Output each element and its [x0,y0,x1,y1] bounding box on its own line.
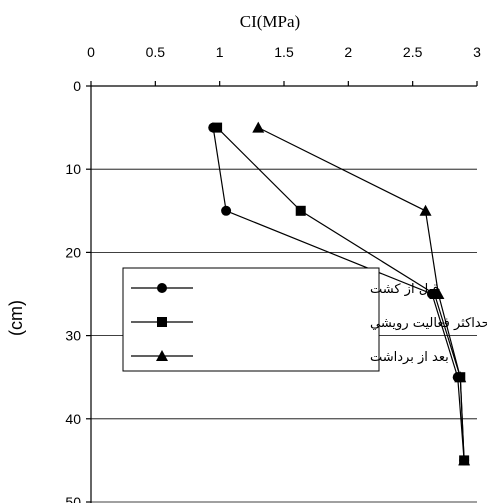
data-point-triangle [252,121,265,133]
legend-label: بعد از برداشت [370,350,449,365]
y-axis-label: (cm) [6,300,26,336]
data-point-triangle [454,371,467,383]
x-tick-label: 1 [216,44,224,60]
x-tick-label: 3 [473,44,481,60]
y-tick-label: 20 [65,244,81,260]
y-tick-label: 50 [65,494,81,503]
x-tick-label: 2.5 [403,44,423,60]
y-tick-label: 30 [65,328,81,344]
x-tick-label: 0.5 [146,44,166,60]
legend-marker-triangle [156,350,168,361]
legend: قبل از کشت حداكثر فعاليت رويشي بعد از بردا… [122,267,487,372]
data-point-triangle [419,204,432,216]
legend-label: حداكثر فعاليت رويشي [370,316,487,331]
legend-marker-circle [157,283,167,293]
legend-label: قبل از کشت [370,282,439,297]
data-point-square [212,122,223,133]
data-point-square [295,205,306,216]
data-point-triangle [458,454,471,466]
data-point-circle [221,205,232,216]
y-axis-ticks: 0 10 20 30 40 50 [65,78,91,503]
series-group [208,121,471,466]
x-tick-label: 0 [87,44,95,60]
series-triangle [252,121,471,466]
legend-marker-square [157,317,167,327]
x-tick-label: 2 [344,44,352,60]
y-tick-label: 0 [73,78,81,94]
data-point-triangle [432,288,445,299]
x-tick-label: 1.5 [274,44,294,60]
chart-title: CI(MPa) [240,12,300,31]
y-tick-label: 40 [65,411,81,427]
data-point-square [429,289,440,299]
x-axis-ticks: 0 0.5 1 1.5 2 2.5 3 [87,44,481,86]
y-tick-label: 10 [65,161,81,177]
